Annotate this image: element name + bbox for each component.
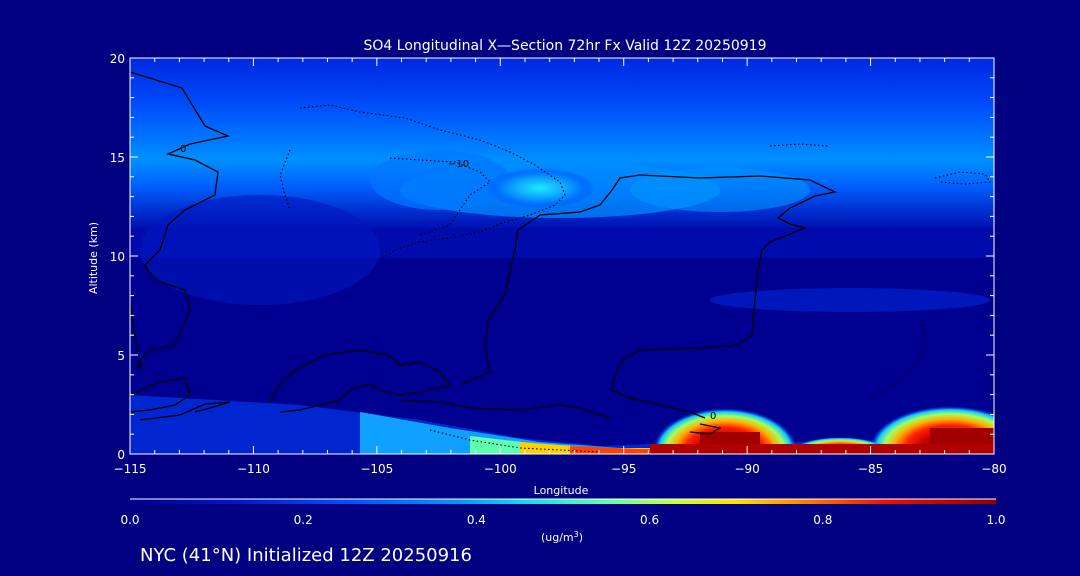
- colorbar-gradient: [130, 499, 996, 504]
- footer-caption: NYC (41°N) Initialized 12Z 20250916: [140, 545, 472, 566]
- dotted-contour-lines: [279, 104, 991, 453]
- contour-line: [130, 299, 139, 353]
- contour-line: [461, 174, 838, 419]
- contour-line: [934, 171, 991, 185]
- x-tick-label: −105: [360, 462, 393, 476]
- x-tick-label: −85: [858, 462, 883, 476]
- contour-line: [689, 423, 722, 435]
- colorbar-ticks: 0.0 0.2 0.4 0.6 0.8 1.0: [120, 513, 1005, 527]
- y-tick-label: 5: [117, 349, 125, 363]
- colorbar: 0.0 0.2 0.4 0.6 0.8 1.0 (ug/m3): [120, 498, 1006, 544]
- contour-line: [279, 149, 291, 211]
- contour-line: [389, 157, 491, 236]
- contour-line: [269, 349, 452, 413]
- y-tick-label: 0: [117, 448, 125, 462]
- colorbar-tick-label: 1.0: [986, 513, 1005, 527]
- contour-line: [399, 399, 611, 419]
- contour-line: [769, 143, 829, 147]
- chart-title: SO4 Longitudinal X—Section 72hr Fx Valid…: [364, 38, 767, 54]
- contour-lines: [130, 71, 838, 435]
- plot-area: [130, 58, 994, 454]
- contour-label: 0: [136, 360, 142, 371]
- contour-line: [139, 401, 231, 421]
- colorbar-tick-label: 0.2: [294, 513, 313, 527]
- x-tick-label: −95: [611, 462, 636, 476]
- x-tick-label: −110: [237, 462, 270, 476]
- contour-line: [130, 71, 231, 370]
- x-tick-label: −90: [734, 462, 759, 476]
- contour-labels: 0 −10 0 0: [136, 144, 716, 422]
- contour-line: [869, 319, 926, 401]
- x-tick-label: −80: [981, 462, 1006, 476]
- colorbar-tick-label: 0.4: [467, 513, 486, 527]
- contour-label: 0: [710, 411, 716, 422]
- y-tick-label: 20: [110, 52, 125, 66]
- colorbar-tick-label: 0.8: [813, 513, 832, 527]
- y-tick-label: 10: [110, 250, 125, 264]
- x-axis: −115 −110 −105 −100 −95 −90 −85 −80: [114, 58, 1007, 476]
- x-axis-label: Longitude: [534, 484, 589, 497]
- colorbar-tick-label: 0.6: [640, 513, 659, 527]
- contour-line: [429, 429, 601, 453]
- colorbar-tick-label: 0.0: [120, 513, 139, 527]
- contour-label: −10: [448, 159, 469, 170]
- y-axis-label: Altitude (km): [87, 222, 100, 294]
- y-tick-label: 15: [110, 151, 125, 165]
- contour-label: 0: [180, 144, 186, 155]
- x-tick-label: −115: [114, 462, 147, 476]
- contour-line: [130, 377, 191, 413]
- x-tick-label: −100: [484, 462, 517, 476]
- colorbar-units: (ug/m3): [541, 530, 583, 544]
